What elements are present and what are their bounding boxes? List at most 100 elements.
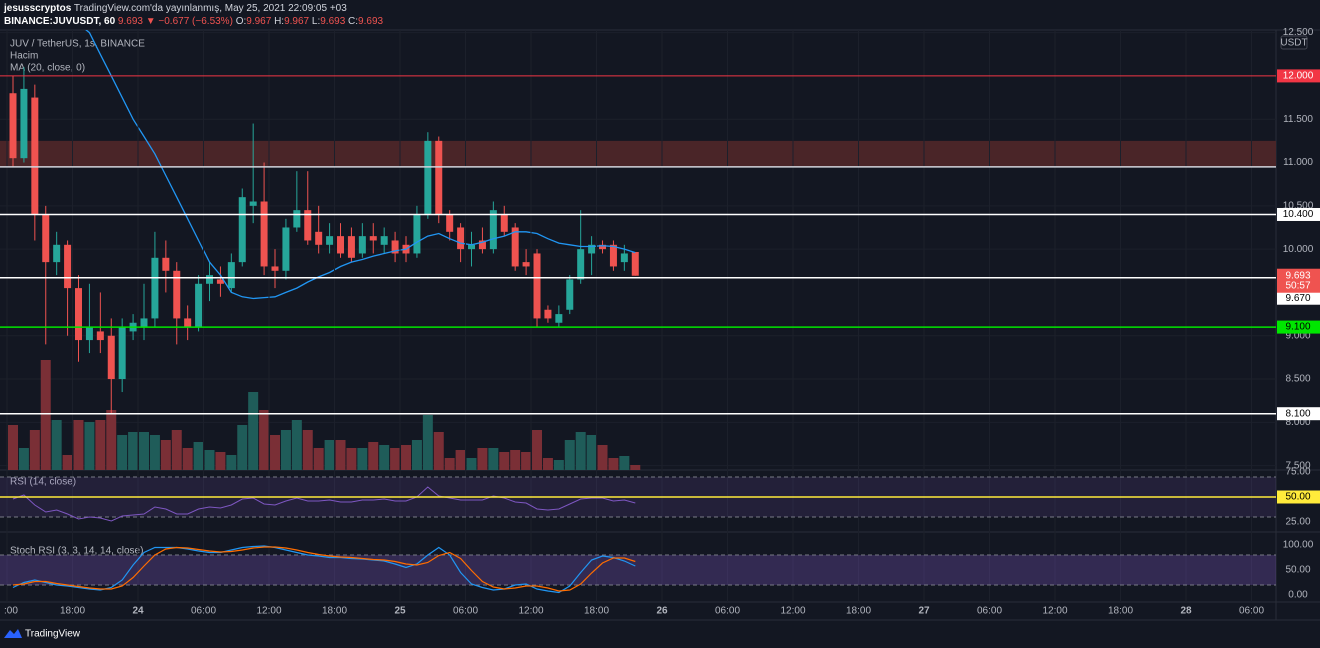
volume-bar — [390, 448, 401, 470]
volume-bar — [18, 448, 29, 470]
volume-bar — [553, 460, 564, 470]
candle-body — [282, 227, 290, 271]
candle-body — [249, 201, 257, 206]
level-label: 12.000 — [1283, 71, 1314, 82]
candle-body — [195, 283, 203, 328]
level-label: 9.670 — [1285, 293, 1310, 304]
candle-body — [260, 201, 268, 267]
volume-bar — [215, 452, 226, 470]
symbol: BINANCE:JUVUSDT, 60 — [4, 16, 116, 27]
level-label-box — [1277, 407, 1320, 421]
candle-body — [173, 270, 181, 319]
logo-icon — [4, 629, 22, 638]
candle-body — [424, 140, 432, 215]
x-tick-label: 27 — [918, 606, 930, 617]
candle-body — [435, 140, 443, 215]
rsi-legend: RSI (14, close) — [10, 477, 76, 488]
candle-body — [85, 327, 93, 341]
candle-body — [53, 244, 61, 263]
volume-bar — [619, 456, 630, 470]
stoch-band — [0, 555, 1276, 585]
volume-bar — [160, 440, 171, 470]
candle-body — [631, 251, 639, 276]
candle-body — [42, 214, 50, 263]
volume-bar — [357, 448, 368, 470]
level-label-box — [1277, 320, 1320, 334]
volume-bar — [466, 458, 477, 470]
brand[interactable]: TradingView — [25, 629, 81, 640]
candle-body — [337, 236, 345, 254]
candle-body — [326, 236, 334, 245]
x-tick-label: 06:00 — [453, 606, 478, 617]
volume-bar — [411, 440, 422, 470]
volume-bar — [237, 425, 248, 470]
high-label: H: — [274, 16, 284, 27]
x-tick-label: 06:00 — [977, 606, 1002, 617]
volume-bar — [477, 448, 488, 470]
y-tick-label: 11.000 — [1283, 157, 1313, 168]
y-tick-label: 11.500 — [1283, 114, 1313, 125]
x-tick-label: 12:00 — [1042, 606, 1067, 617]
candle-body — [599, 244, 607, 250]
x-tick-label: 06:00 — [191, 606, 216, 617]
ma-line — [85, 30, 636, 300]
candle-body — [533, 253, 541, 319]
volume-bar — [73, 420, 84, 470]
candle-body — [118, 327, 126, 380]
y-tick-label: 8.000 — [1285, 417, 1310, 428]
candle-body — [64, 244, 72, 289]
candle-body — [544, 309, 552, 319]
rsi-level-box — [1277, 490, 1320, 504]
author: jesusscryptos — [3, 3, 72, 14]
volume-bar — [324, 440, 335, 470]
x-tick-label: 18:00 — [584, 606, 609, 617]
candle-body — [347, 236, 355, 258]
candle-body — [184, 318, 192, 328]
x-tick-label: 12:00 — [780, 606, 805, 617]
volume-bar — [95, 420, 106, 470]
last-price-box — [1277, 268, 1320, 293]
candle-body — [293, 210, 301, 228]
x-tick-label: :00 — [4, 606, 18, 617]
candle-body — [358, 236, 366, 254]
volume-bar — [149, 435, 160, 470]
y-tick-label: 9.000 — [1285, 330, 1310, 341]
volume-bar — [379, 445, 390, 470]
x-tick-label: 12:00 — [256, 606, 281, 617]
x-tick-label: 18:00 — [60, 606, 85, 617]
candle-body — [140, 318, 148, 328]
candle-body — [489, 210, 497, 250]
volume-bar — [608, 458, 619, 470]
candle-body — [588, 244, 596, 254]
change: ▼ −0.677 (−6.53%) — [146, 16, 233, 27]
rsi-level-label: 50.00 — [1285, 492, 1310, 503]
volume-bar — [499, 452, 510, 470]
level-label-box — [1277, 291, 1320, 305]
volume-bar — [542, 458, 553, 470]
open: 9.967 — [246, 16, 271, 27]
volume-bar — [117, 435, 128, 470]
volume-bar — [280, 430, 291, 470]
y-tick-label: 0.00 — [1288, 590, 1308, 601]
header-line-2: BINANCE:JUVUSDT, 60 9.693 ▼ −0.677 (−6.5… — [4, 16, 384, 27]
candle-body — [511, 227, 519, 267]
published: TradingView.com'da yayınlanmış, May 25, … — [74, 3, 347, 14]
y-tick-label: 10.500 — [1283, 200, 1314, 211]
symbol-legend: JUV / TetherUS, 1s, BINANCE — [10, 39, 145, 50]
volume-bar — [193, 442, 204, 470]
volume-bar — [433, 432, 444, 470]
volume-bar — [521, 452, 532, 470]
x-tick-label: 28 — [1180, 606, 1192, 617]
candle-body — [566, 279, 574, 310]
x-tick-label: 24 — [132, 606, 144, 617]
volume-bar — [335, 440, 346, 470]
candle-body — [555, 314, 563, 323]
volume-bar — [204, 450, 215, 470]
volume-bar — [455, 450, 466, 470]
zone — [0, 140, 1276, 167]
open-label: O: — [236, 16, 247, 27]
level-label: 9.100 — [1285, 322, 1310, 333]
volume-bar — [488, 448, 499, 470]
x-tick-label: 18:00 — [846, 606, 871, 617]
